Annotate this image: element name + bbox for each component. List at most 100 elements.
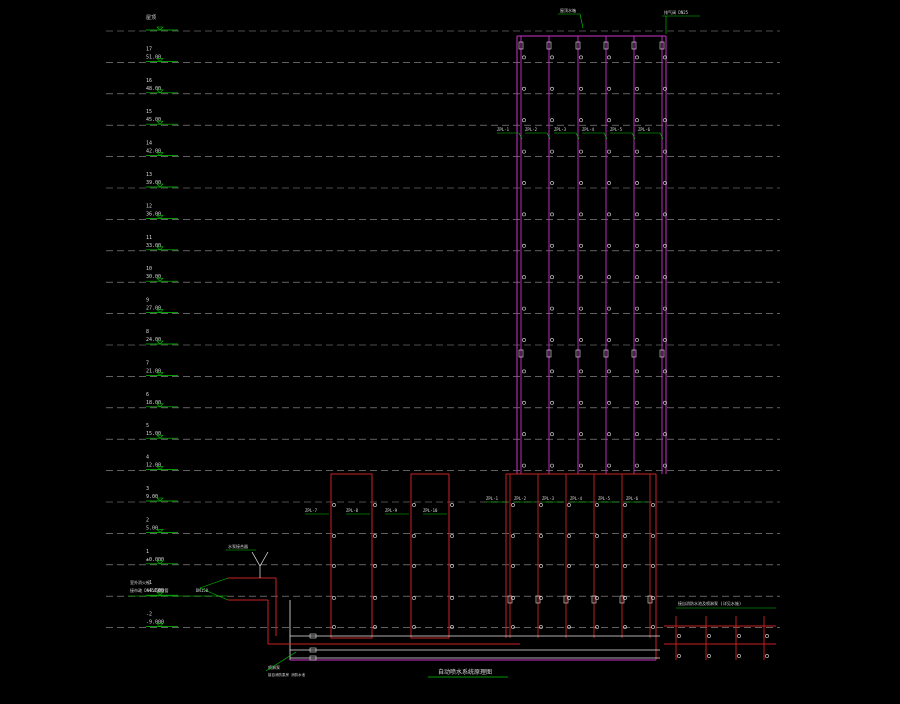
floor-name: 17 xyxy=(146,46,152,52)
right-group-node xyxy=(765,654,769,658)
sprinkler-branch-node xyxy=(651,596,655,600)
sprinkler-branch-node xyxy=(579,118,583,123)
level-triangle xyxy=(156,434,164,439)
sprinkler-branch-node xyxy=(635,275,639,280)
floor-name: 15 xyxy=(146,109,152,115)
sprinkler-branch-node xyxy=(450,503,454,507)
level-triangle xyxy=(156,58,164,62)
floor-elevation: ±0.000 xyxy=(146,557,164,563)
sprinkler-branch-node xyxy=(607,369,611,374)
sprinkler-branch-node xyxy=(373,534,377,538)
sprinkler-branch-node xyxy=(651,503,655,507)
pipe-network xyxy=(228,35,776,661)
floor-elevation: 5.00 xyxy=(146,525,158,531)
sprinkler-branch-node xyxy=(511,564,515,568)
sprinkler-branch-node xyxy=(450,625,454,629)
sprinkler-branch-node xyxy=(663,118,667,123)
right-group-node xyxy=(677,654,681,658)
floor-name: 12 xyxy=(146,203,152,209)
sprinkler-branch-node xyxy=(539,503,543,507)
sprinkler-branch-node xyxy=(567,534,571,538)
sprinkler-branch-node xyxy=(539,596,543,600)
floor-name: 16 xyxy=(146,78,152,84)
sprinkler-branch-node xyxy=(595,596,599,600)
sprinkler-branch-node xyxy=(607,243,611,248)
valve-symbol xyxy=(546,41,552,50)
valve-symbol xyxy=(575,41,581,50)
sprinkler-branch-node xyxy=(567,596,571,600)
sprinkler-branch-node xyxy=(651,564,655,568)
riser-label-podium: ZPL-8 xyxy=(346,508,359,513)
sprinkler-branch-node xyxy=(579,463,583,468)
sprinkler-branch-node xyxy=(579,338,583,342)
valve-symbol xyxy=(631,41,637,50)
sprinkler-branch-node xyxy=(663,243,667,248)
sprinkler-branch-node xyxy=(550,400,554,405)
sprinkler-branch-node xyxy=(607,306,611,311)
sprinkler-branch-node xyxy=(651,625,655,629)
level-triangle xyxy=(156,403,164,408)
pipe-nodes xyxy=(251,41,769,661)
sprinkler-branch-node xyxy=(332,503,336,507)
sprinkler-branch-node xyxy=(623,534,627,538)
sprinkler-branch-node xyxy=(579,306,583,311)
sprinkler-branch-node xyxy=(579,212,583,217)
floor-elevation: 36.00 xyxy=(146,211,161,217)
valve-symbol xyxy=(575,349,581,358)
valve-symbol xyxy=(659,41,665,50)
level-triangle xyxy=(156,591,164,596)
sprinkler-branch-node xyxy=(511,503,515,507)
sprinkler-branch-node xyxy=(663,181,667,185)
floor-elevation: 45.00 xyxy=(146,117,161,123)
right-group-node xyxy=(677,634,681,638)
valve-symbol xyxy=(518,349,524,358)
sprinkler-branch-node xyxy=(550,55,554,60)
valve-symbol xyxy=(518,41,524,50)
sprinkler-branch-node xyxy=(373,596,377,600)
sprinkler-branch-node xyxy=(332,596,336,600)
sprinkler-branch-node xyxy=(579,55,583,60)
level-triangle xyxy=(156,466,164,471)
roof-leader xyxy=(579,13,584,29)
valve-symbol xyxy=(647,595,653,604)
riser-label-high: ZPL-1 xyxy=(497,127,510,132)
valve-symbol xyxy=(546,349,552,358)
valve-symbol xyxy=(309,655,317,661)
sprinkler-branch-node xyxy=(623,596,627,600)
sprinkler-branch-node xyxy=(607,275,611,280)
sprinkler-branch-node xyxy=(595,564,599,568)
sprinkler-branch-node xyxy=(550,275,554,280)
right-note: 接自消防水池及喷淋泵 (详见水施) xyxy=(678,600,741,606)
sprinkler-branch-node xyxy=(539,534,543,538)
sprinkler-branch-node xyxy=(522,400,526,405)
riser-label-leader xyxy=(546,132,551,140)
right-group-node xyxy=(765,634,769,638)
sprinkler-branch-node xyxy=(635,306,639,311)
floor-elevation: 12.00 xyxy=(146,463,161,469)
sprinkler-branch-node xyxy=(412,503,416,507)
sprinkler-branch-node xyxy=(522,306,526,311)
sprinkler-branch-node xyxy=(522,212,526,217)
riser-label-podium: ZPL-7 xyxy=(305,508,318,513)
sprinkler-branch-node xyxy=(607,118,611,123)
floor-lines: 屋顶1751.001648.001545.001442.001339.00123… xyxy=(106,15,780,628)
sprinkler-branch-node xyxy=(567,564,571,568)
sprinkler-branch-node xyxy=(635,149,639,154)
riser-label-low: ZPL-5 xyxy=(598,496,611,501)
sprinkler-branch-node xyxy=(623,564,627,568)
sprinkler-branch-node xyxy=(450,596,454,600)
floor-elevation: -9.000 xyxy=(146,620,164,626)
floor-elevation: -4.500 xyxy=(146,588,164,594)
sprinkler-branch-node xyxy=(607,212,611,217)
sprinkler-branch-node xyxy=(663,55,667,60)
pump-adapter-label: 水泵接合器 xyxy=(228,543,248,549)
sprinkler-branch-node xyxy=(522,275,526,280)
floor-elevation: 33.00 xyxy=(146,243,161,249)
floor-name: 13 xyxy=(146,172,152,178)
floor-name: 8 xyxy=(146,329,149,335)
sprinkler-branch-node xyxy=(635,181,639,185)
pump-room-label: 喷淋泵 xyxy=(268,664,280,670)
sprinkler-branch-node xyxy=(450,534,454,538)
